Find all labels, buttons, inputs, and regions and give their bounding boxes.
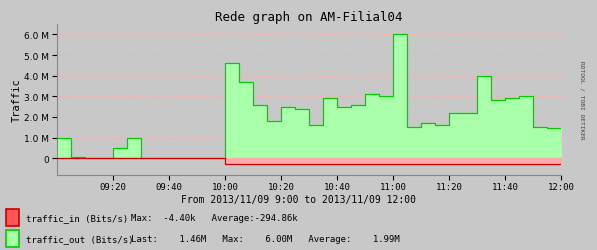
Text: From 2013/11/09 9:00 to 2013/11/09 12:00: From 2013/11/09 9:00 to 2013/11/09 12:00 [181,194,416,204]
Text: Last:    1.46M   Max:    6.00M   Average:    1.99M: Last: 1.46M Max: 6.00M Average: 1.99M [131,234,399,244]
Text: RDTOOL / TOBI OETIKER: RDTOOL / TOBI OETIKER [580,61,584,139]
Text: traffic_out (Bits/s): traffic_out (Bits/s) [26,234,134,244]
Text: Max:  -4.40k   Average:-294.86k: Max: -4.40k Average:-294.86k [131,213,297,222]
Text: traffic_in (Bits/s): traffic_in (Bits/s) [26,213,128,222]
Y-axis label: Traffic: Traffic [11,78,21,122]
Title: Rede graph on AM-Filial04: Rede graph on AM-Filial04 [215,11,403,24]
